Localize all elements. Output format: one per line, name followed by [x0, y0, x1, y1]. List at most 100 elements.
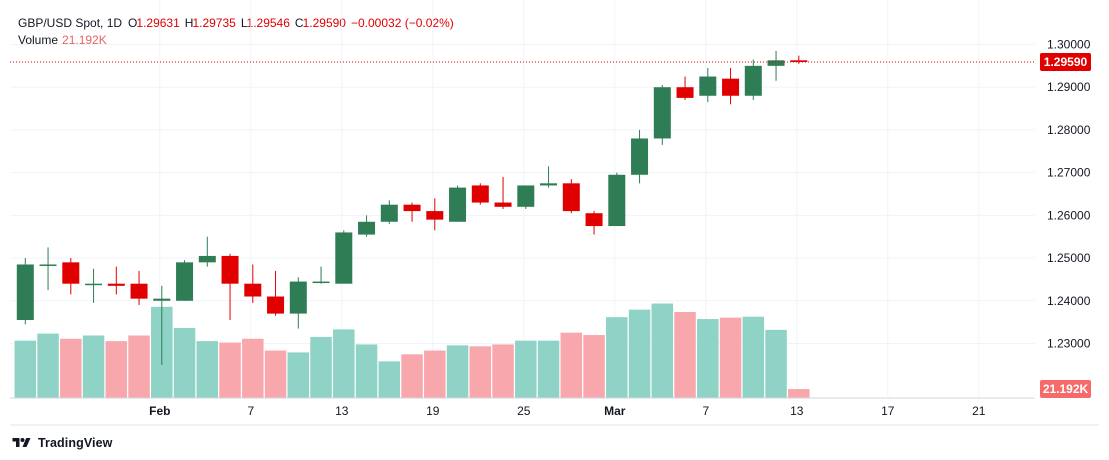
volume-bar [583, 335, 605, 398]
candle-body [744, 65, 762, 96]
volume-bar [219, 342, 241, 398]
high-value: 1.29735 [192, 16, 236, 30]
candle-body [312, 281, 330, 284]
volume-bar [14, 340, 37, 398]
legend-volume-row: Volume 21.192K [18, 32, 459, 49]
candle-body [676, 87, 694, 98]
candle-body [153, 298, 171, 301]
last-price-tag [1040, 53, 1091, 72]
volume-bar [310, 336, 332, 398]
volume-bar [674, 311, 696, 398]
volume-bar [469, 346, 492, 398]
candle-body [767, 60, 785, 66]
volume-bar [628, 309, 651, 398]
volume-bar [515, 340, 537, 398]
volume-value: 21.192K [62, 33, 107, 47]
price-tick-label: 1.24000 [1047, 294, 1091, 308]
candle-body [130, 283, 148, 299]
symbol-label[interactable]: GBP/USD Spot, 1D [18, 16, 123, 30]
volume-bar [378, 361, 401, 398]
time-tick-label: Feb [149, 404, 170, 418]
candle-body [494, 202, 512, 207]
volume-bar [651, 303, 674, 398]
last-price-tag-label: 1.29590 [1044, 55, 1088, 69]
volume-bar [355, 344, 378, 398]
time-tick-label: 19 [426, 404, 440, 418]
high-key: H [184, 16, 194, 30]
candle-body [39, 264, 57, 266]
price-axis[interactable]: 1.30000 1.29000 1.28000 1.27000 1.26000 1.250… [1047, 38, 1091, 351]
open-value: 1.29631 [136, 16, 180, 30]
volume-key[interactable]: Volume [18, 33, 59, 47]
volume-bar [264, 350, 287, 398]
legend: GBP/USD Spot, 1D O1.29631 H1.29735 L1.29546… [18, 15, 459, 49]
candle-body [699, 76, 717, 96]
candle-body [562, 183, 580, 212]
candle-body [16, 264, 34, 321]
volume-bars [14, 303, 810, 398]
price-tick-label: 1.26000 [1047, 208, 1091, 222]
tradingview-brand[interactable]: TradingView [10, 434, 113, 452]
candle-body [471, 185, 489, 203]
candle-body [198, 255, 216, 263]
volume-bar [173, 327, 196, 398]
volume-bar [788, 389, 810, 398]
candle-body [585, 213, 603, 227]
tradingview-logo-icon [12, 438, 31, 447]
volume-tag [1040, 380, 1091, 398]
price-tick-label: 1.28000 [1047, 123, 1091, 137]
time-tick-label: 17 [881, 404, 895, 418]
candle-body [449, 187, 467, 222]
low-value: 1.29546 [246, 16, 290, 30]
volume-bar [719, 317, 742, 398]
change-value: −0.00032 (−0.02%) [350, 16, 454, 30]
volume-bar [196, 341, 219, 398]
volume-bar [742, 316, 765, 398]
volume-bar [424, 350, 446, 398]
volume-tag-label: 21.192K [1043, 382, 1089, 396]
candle-body [631, 138, 649, 175]
candle-body [176, 262, 194, 301]
time-tick-label: 21 [972, 404, 986, 418]
candle-body [653, 87, 671, 139]
volume-bar [492, 344, 514, 398]
close-value: 1.29590 [302, 16, 346, 30]
volume-bar [82, 335, 105, 398]
time-tick-label: 7 [702, 404, 709, 418]
candle-body [358, 221, 376, 235]
time-tick-label: 7 [247, 404, 254, 418]
candle-body [107, 283, 125, 286]
candle-body [790, 60, 808, 63]
close-key: C [294, 16, 304, 30]
price-candles [16, 50, 808, 365]
candle-body [244, 283, 262, 297]
volume-bar [37, 333, 59, 398]
volume-bar [105, 341, 128, 398]
axis-tags: 1.29590 21.192K [1040, 53, 1091, 398]
volume-bar [537, 340, 560, 398]
candle-body [403, 204, 421, 212]
candle-body [335, 232, 353, 284]
candle-body [426, 211, 444, 220]
candle-body [608, 174, 626, 227]
candle-body [289, 281, 307, 314]
tradingview-brand-name: TradingView [38, 436, 113, 450]
time-tick-label: Mar [604, 404, 626, 418]
volume-bar [242, 338, 264, 398]
volume-bar [560, 332, 583, 398]
volume-bar [128, 335, 150, 398]
volume-bar [697, 319, 719, 398]
volume-bar [60, 338, 82, 398]
candle-body [221, 255, 239, 284]
volume-bar [765, 329, 787, 398]
legend-ohlc-row: GBP/USD Spot, 1D O1.29631 H1.29735 L1.29546… [18, 15, 459, 32]
volume-bar [446, 345, 469, 398]
time-tick-label: 13 [790, 404, 804, 418]
price-tick-label: 1.30000 [1047, 38, 1091, 52]
candle-body [62, 262, 80, 284]
candle-body [380, 204, 398, 222]
candle-body [722, 78, 740, 96]
time-axis[interactable]: Feb 7 13 19 25 Mar 7 13 17 21 [149, 404, 986, 418]
candle-body [540, 183, 558, 186]
